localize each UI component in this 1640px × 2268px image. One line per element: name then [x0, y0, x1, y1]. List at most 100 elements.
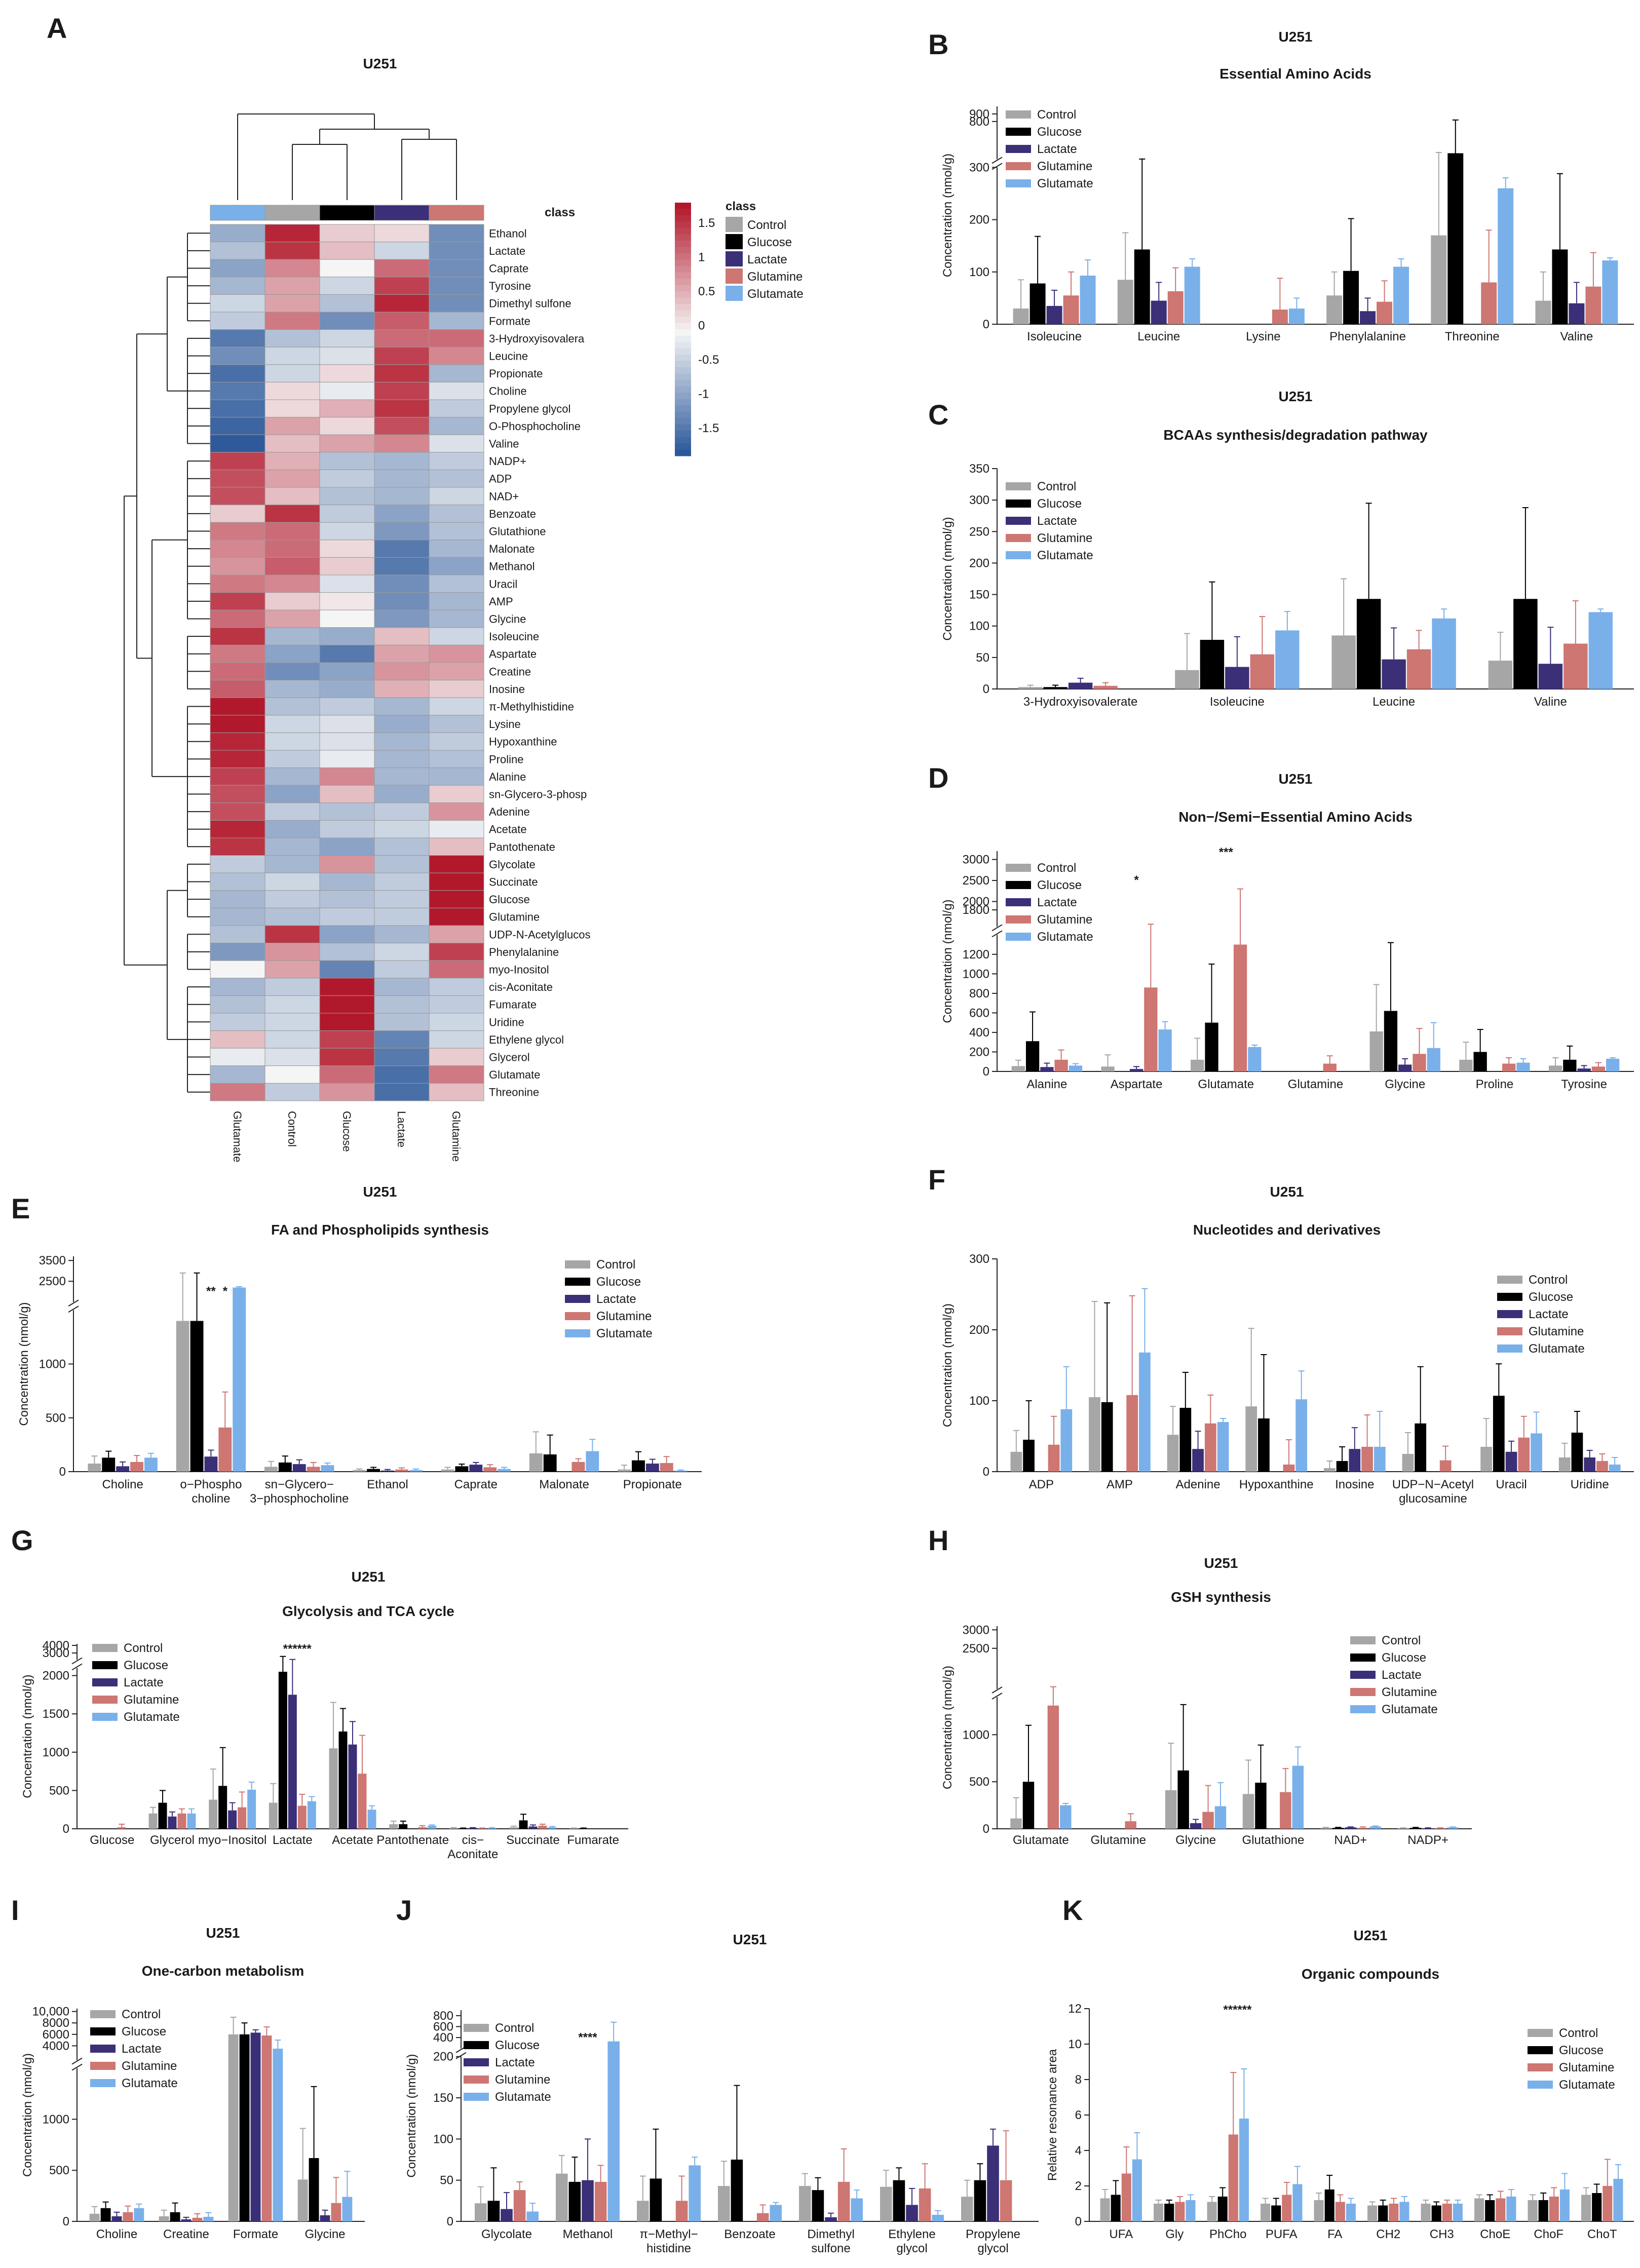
heatmap-cell — [319, 399, 375, 418]
bar — [1538, 664, 1563, 689]
heatmap-cell — [319, 259, 375, 278]
heatmap-cell — [374, 259, 430, 278]
bar — [1558, 1457, 1571, 1472]
bar — [1480, 1447, 1492, 1472]
bar — [1538, 2200, 1548, 2221]
bar — [399, 1824, 408, 1829]
heatmap-cell — [264, 469, 320, 488]
bar — [1000, 2180, 1012, 2221]
legend-swatch — [1006, 881, 1031, 889]
bar — [1506, 2197, 1516, 2221]
bar — [177, 1813, 186, 1829]
heatmap-cell — [374, 644, 430, 663]
y-tick-label: 400 — [433, 2031, 453, 2045]
class-legend-label: Lactate — [747, 253, 787, 266]
y-tick-label: 2500 — [963, 1642, 989, 1656]
heatmap-cell — [374, 802, 430, 821]
heatmap-cell — [374, 540, 430, 558]
bar — [1581, 2195, 1591, 2221]
color-scale-step — [675, 285, 691, 292]
panel-cell-line: U251 — [352, 1569, 386, 1585]
panel-title: One-carbon metabolism — [142, 1963, 304, 1979]
heatmap-cell — [319, 540, 375, 558]
heatmap-cell — [429, 750, 484, 768]
heatmap-cell — [264, 1013, 320, 1031]
bar — [264, 1467, 278, 1472]
heatmap-row-label: AMP — [489, 595, 513, 608]
heatmap-row-label: sn-Glycero-3-phosp — [489, 788, 587, 801]
heatmap-cell — [429, 399, 484, 418]
category-label: Malonate — [539, 1478, 589, 1491]
bar — [418, 1827, 427, 1829]
bar — [1528, 2200, 1538, 2221]
bar — [487, 2201, 500, 2221]
heatmap-row-label: Valine — [489, 438, 519, 450]
bar — [1357, 1828, 1369, 1829]
heatmap-cell — [319, 381, 375, 400]
heatmap-cell — [210, 943, 265, 961]
panel-cell-line: U251 — [1270, 1184, 1304, 1200]
color-scale-step — [675, 411, 691, 418]
heatmap-cell — [264, 364, 320, 382]
panel-letter: H — [928, 1524, 948, 1556]
heatmap-row-label: Hypoxanthine — [489, 736, 557, 748]
bar — [1531, 1433, 1542, 1472]
heatmap-cell — [374, 557, 430, 575]
heatmap-cell — [210, 364, 265, 382]
bar — [102, 1457, 116, 1472]
category-label: Benzoate — [724, 2227, 775, 2241]
legend-swatch — [1006, 128, 1031, 136]
category-label: Glycine — [304, 2227, 345, 2241]
heatmap-cell — [374, 381, 430, 400]
category-label: glucosamine — [1399, 1492, 1467, 1506]
y-tick-label: 0 — [983, 682, 989, 696]
y-tick-label: 400 — [969, 1026, 989, 1040]
color-scale-step — [675, 449, 691, 456]
heatmap-cell — [210, 574, 265, 593]
heatmap-row-label: Formate — [489, 315, 530, 327]
bar — [1282, 2195, 1292, 2221]
heatmap-row-label: Glutathione — [489, 525, 546, 538]
heatmap-row-label: Caprate — [489, 262, 528, 275]
y-tick-label: 10 — [1068, 2038, 1082, 2051]
bar — [1591, 1066, 1606, 1071]
heatmap-column-labels: Glutamate Control Glucose Lactate Glutamine — [231, 1111, 463, 1163]
legend-label: Glucose — [124, 1659, 168, 1672]
y-tick-label: 200 — [969, 213, 989, 227]
heatmap-cell — [429, 697, 484, 716]
heatmap-cell — [319, 662, 375, 681]
color-scale-step — [675, 228, 691, 235]
legend-swatch — [1497, 1276, 1522, 1284]
heatmap-cell — [429, 907, 484, 926]
heatmap-cell — [429, 925, 484, 944]
color-scale-step — [675, 203, 691, 209]
bar — [812, 2190, 824, 2221]
heatmap-cell — [319, 715, 375, 733]
bar — [1563, 643, 1588, 689]
heatmap-row-label: cis-Aconitate — [489, 981, 553, 993]
y-axis-label: Relative resonance area — [1046, 2049, 1059, 2181]
class-annotation-bar — [210, 205, 484, 221]
bar — [1029, 283, 1046, 324]
class-bar-cell — [264, 205, 320, 221]
bar — [1474, 2198, 1484, 2221]
category-label: Methanol — [563, 2227, 613, 2241]
legend-swatch — [92, 1661, 118, 1669]
legend-swatch — [1497, 1327, 1522, 1335]
bar — [273, 2049, 283, 2221]
y-axis-label: Concentration (nmol/g) — [941, 153, 955, 277]
bar — [1402, 1454, 1414, 1472]
heatmap-cell — [264, 627, 320, 645]
bar — [1496, 2198, 1506, 2221]
legend-swatch — [1497, 1293, 1522, 1301]
class-legend-label: Glucose — [747, 236, 792, 249]
heatmap-cell — [264, 277, 320, 295]
legend-swatch — [464, 2041, 489, 2049]
bar — [1093, 685, 1118, 689]
heatmap-cell — [210, 715, 265, 733]
legend-swatch — [565, 1329, 590, 1337]
bar — [1117, 280, 1133, 324]
axis-break-mark — [991, 163, 1003, 170]
significance-mark: ** — [206, 1284, 216, 1298]
heatmap-cell — [210, 277, 265, 295]
